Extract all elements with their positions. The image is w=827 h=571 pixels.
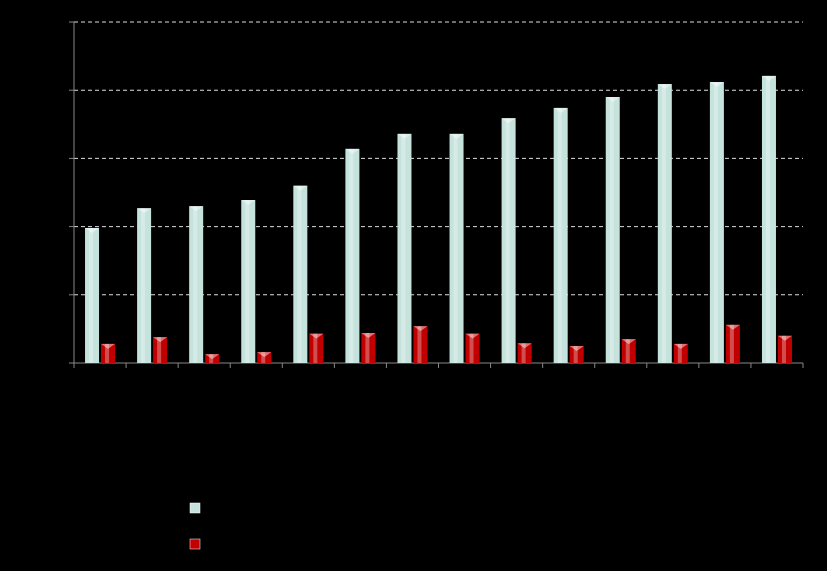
bar: [553, 107, 568, 363]
bar-highlight: [729, 324, 734, 363]
bar-cap: [517, 343, 532, 349]
bar-highlight: [313, 333, 318, 363]
bar-cap: [309, 333, 324, 339]
legend-marker: [189, 538, 201, 550]
bar-highlight: [209, 354, 214, 363]
bar: [657, 84, 672, 363]
bar-cap: [501, 118, 516, 124]
bar: [257, 352, 272, 363]
bar-cap: [397, 133, 412, 139]
bar-highlight: [297, 185, 302, 363]
bar-highlight: [521, 343, 526, 363]
bar-highlight: [661, 84, 666, 363]
bar-cap: [673, 343, 688, 349]
bar-highlight: [609, 97, 614, 364]
bar: [501, 118, 516, 363]
bar-highlight: [713, 82, 718, 364]
bar: [345, 148, 360, 363]
bar-highlight: [89, 227, 94, 363]
bar-cap: [293, 185, 308, 191]
bar: [761, 75, 776, 364]
bar-highlight: [141, 208, 146, 363]
bar-cap: [709, 82, 724, 88]
bar-cap: [345, 148, 360, 154]
bar-cap: [553, 107, 568, 113]
bar-cap: [725, 324, 740, 330]
bar-highlight: [625, 339, 630, 363]
bar: [465, 333, 480, 363]
bar: [137, 208, 152, 363]
bar-highlight: [417, 326, 422, 363]
bar-cap: [449, 133, 464, 139]
bar-cap: [761, 75, 776, 81]
bar-cap: [361, 332, 376, 338]
bar: [569, 345, 584, 363]
bar: [673, 343, 688, 363]
bar: [413, 326, 428, 363]
bar-highlight: [453, 133, 458, 363]
bar-highlight: [573, 345, 578, 363]
bar: [517, 343, 532, 363]
bar-cap: [189, 206, 204, 212]
bar: [241, 200, 256, 363]
bar: [621, 339, 636, 363]
bar: [153, 337, 168, 363]
bar: [709, 82, 724, 364]
bar-cap: [621, 339, 636, 345]
bar-highlight: [557, 107, 562, 363]
bar-highlight: [401, 133, 406, 363]
bar-highlight: [245, 200, 250, 363]
bar-cap: [137, 208, 152, 214]
bar: [605, 97, 620, 364]
bar: [309, 333, 324, 363]
bar-highlight: [781, 335, 786, 363]
bar: [777, 335, 792, 363]
bar: [397, 133, 412, 363]
bar: [361, 332, 376, 363]
bar-cap: [657, 84, 672, 90]
bar-cap: [605, 97, 620, 103]
bar-cap: [569, 345, 584, 351]
bar-cap: [101, 343, 116, 349]
legend-marker: [189, 502, 201, 514]
bar-highlight: [349, 148, 354, 363]
bar-cap: [777, 335, 792, 341]
bar: [189, 206, 204, 363]
bar: [449, 133, 464, 363]
bar-highlight: [157, 337, 162, 363]
bar-cap: [85, 227, 100, 233]
bar-cap: [465, 333, 480, 339]
bar-cap: [257, 352, 272, 358]
bar: [725, 324, 740, 363]
bar-cap: [241, 200, 256, 206]
bar: [85, 227, 100, 363]
bar-highlight: [261, 352, 266, 363]
bar-highlight: [105, 343, 110, 363]
bar-cap: [153, 337, 168, 343]
bar-highlight: [677, 343, 682, 363]
bar-highlight: [365, 332, 370, 363]
bar: [293, 185, 308, 363]
bar-cap: [413, 326, 428, 332]
bar: [101, 343, 116, 363]
bar-highlight: [193, 206, 198, 363]
bar-highlight: [469, 333, 474, 363]
bar-highlight: [505, 118, 510, 363]
bar: [205, 354, 220, 363]
bar-cap: [205, 354, 220, 360]
bar-highlight: [765, 75, 770, 364]
